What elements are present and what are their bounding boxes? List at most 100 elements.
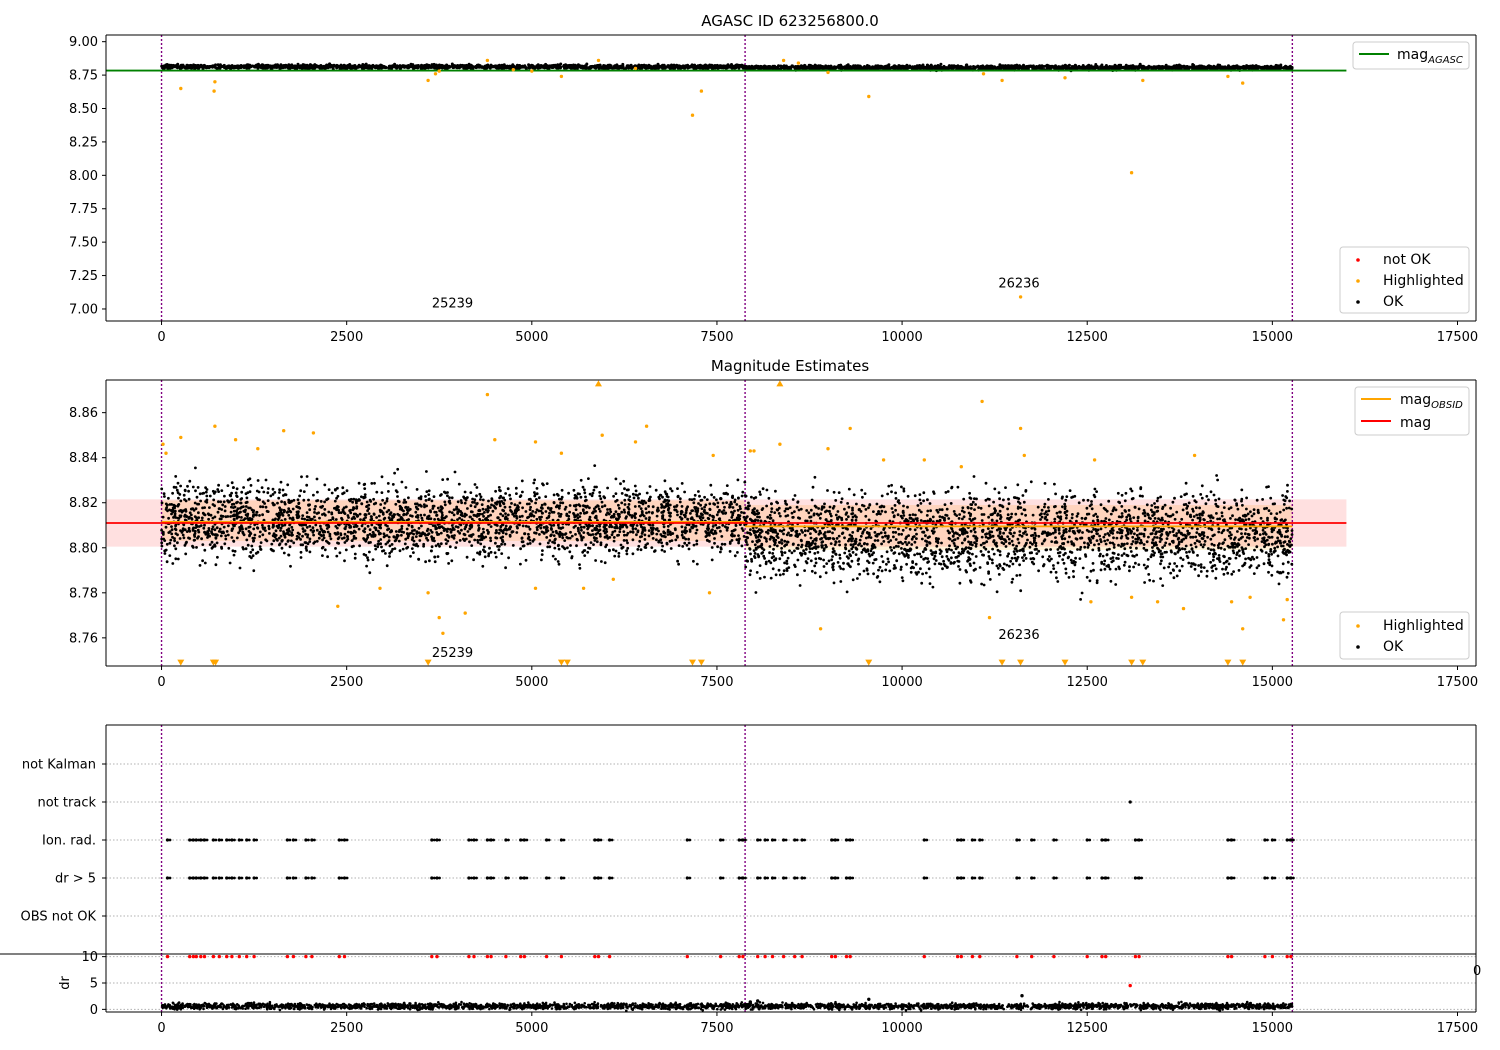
ok-point <box>490 497 494 500</box>
ok-point <box>257 490 261 494</box>
ok-point <box>199 499 203 503</box>
ok-point <box>317 536 321 540</box>
ok-point <box>677 562 680 566</box>
ok-point <box>478 552 482 556</box>
ok-point <box>591 529 594 532</box>
ok-point <box>302 498 306 502</box>
ok-point <box>574 508 578 511</box>
ok-point <box>235 536 239 540</box>
ok-point <box>430 63 434 67</box>
ok-point <box>280 546 284 550</box>
ok-point <box>818 64 822 68</box>
ok-point <box>201 559 205 563</box>
ok-point <box>404 506 407 509</box>
ok-point <box>588 518 592 521</box>
ok-point <box>163 552 167 555</box>
ok-point <box>259 64 262 68</box>
ok-point <box>325 64 329 68</box>
point-highlighted <box>690 113 695 117</box>
ok-point <box>432 65 436 69</box>
ok-point <box>313 63 317 67</box>
ok-point <box>840 65 844 69</box>
ok-point <box>460 511 464 515</box>
ok-point <box>453 65 457 69</box>
ok-point <box>303 529 307 533</box>
ok-point <box>700 507 704 510</box>
ok-point <box>1039 64 1043 68</box>
ok-point <box>187 497 191 501</box>
ok-point <box>290 539 293 543</box>
ok-point <box>456 525 460 529</box>
ok-point <box>394 64 398 68</box>
ok-point <box>947 64 951 68</box>
ok-point <box>226 515 230 518</box>
ok-point <box>540 515 543 519</box>
ok-point <box>679 65 683 69</box>
ok-point <box>454 546 458 549</box>
ok-point <box>804 66 808 70</box>
ok-point <box>480 65 484 69</box>
ok-point <box>450 496 454 500</box>
ok-point <box>655 532 659 536</box>
ok-point <box>262 527 265 531</box>
ok-point <box>319 524 322 528</box>
ok-point <box>709 483 713 487</box>
ok-point <box>603 504 607 508</box>
ok-point <box>594 559 597 562</box>
ok-point <box>313 515 316 519</box>
ok-point <box>161 515 165 519</box>
ok-point <box>482 545 486 549</box>
ok-point <box>446 477 449 481</box>
ok-point <box>468 534 471 538</box>
ok-point <box>278 542 282 546</box>
ok-point <box>587 526 590 529</box>
ok-point <box>584 67 588 71</box>
ok-point <box>926 63 929 67</box>
ok-point <box>518 66 522 70</box>
ok-point <box>582 525 586 529</box>
ok-point <box>415 531 419 535</box>
ok-point <box>365 505 368 508</box>
ok-point <box>491 65 495 69</box>
ok-point <box>670 63 673 67</box>
ok-point <box>400 533 403 537</box>
ok-point <box>223 505 227 508</box>
obsid-label: 26236 <box>998 277 1039 292</box>
ok-point <box>497 66 501 70</box>
ok-point <box>635 533 638 537</box>
ok-point <box>470 544 474 547</box>
x-tick-label: 0 <box>157 330 165 345</box>
ok-point <box>619 482 622 486</box>
ok-point <box>187 489 191 493</box>
ok-point <box>450 511 454 514</box>
ok-point <box>312 493 315 497</box>
ok-point <box>582 509 585 513</box>
ok-point <box>977 65 980 69</box>
point-highlighted <box>426 78 430 83</box>
ok-point <box>600 500 604 504</box>
ok-point <box>557 547 561 551</box>
ok-point <box>557 506 561 510</box>
ok-point <box>441 478 445 481</box>
ok-point <box>290 525 294 529</box>
ok-point <box>184 65 187 69</box>
ok-point <box>614 510 618 513</box>
ok-point <box>540 503 544 507</box>
ok-point <box>450 524 454 527</box>
ok-point <box>203 561 207 565</box>
ok-point <box>611 66 614 70</box>
ok-point <box>748 65 751 69</box>
point-highlighted <box>1000 78 1004 83</box>
ok-point <box>388 544 392 548</box>
ok-point <box>1122 65 1126 69</box>
ok-point <box>1218 64 1222 68</box>
ok-point <box>215 541 219 545</box>
ok-point <box>245 63 249 67</box>
ok-point <box>764 65 768 69</box>
ok-point <box>515 531 519 534</box>
ok-point <box>483 64 487 68</box>
ok-point <box>495 64 499 68</box>
ok-point <box>418 539 422 542</box>
ok-point <box>244 527 248 531</box>
ok-point <box>933 66 937 70</box>
